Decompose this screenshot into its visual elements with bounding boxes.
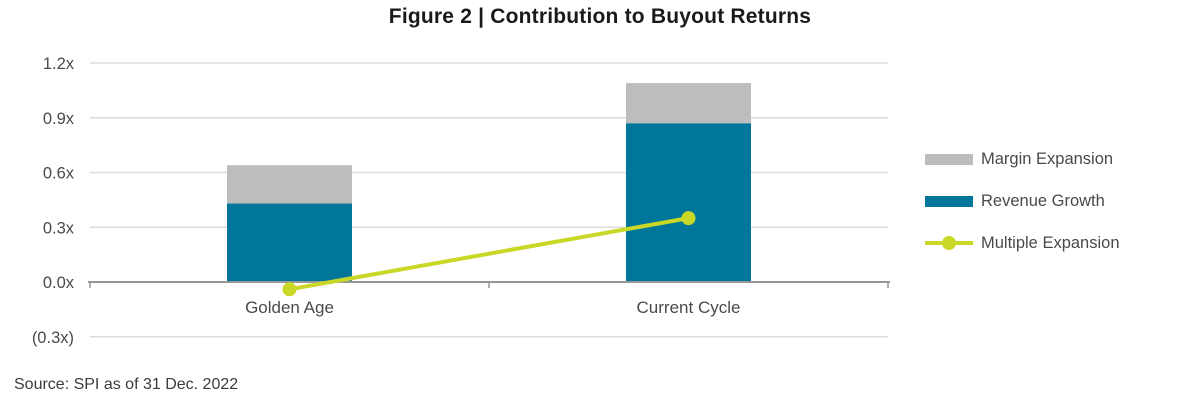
x-category-label: Current Cycle: [637, 298, 741, 317]
y-axis-tick-label: 0.3x: [43, 219, 75, 237]
y-axis-tick-label: (0.3x): [32, 329, 74, 347]
multiple-expansion-point: [681, 211, 696, 226]
bar-segment-revenue-growth: [626, 123, 751, 282]
x-category-label: Golden Age: [245, 298, 334, 317]
legend-item-multiple-expansion: Multiple Expansion: [925, 228, 1120, 258]
chart-title: Figure 2 | Contribution to Buyout Return…: [388, 5, 812, 28]
legend-label-multiple-expansion: Multiple Expansion: [981, 233, 1120, 252]
bar-segment-revenue-growth: [227, 203, 352, 282]
legend-item-revenue-growth: Revenue Growth: [925, 186, 1120, 216]
y-axis-tick-label: 0.0x: [43, 274, 75, 292]
source-note: Source: SPI as of 31 Dec. 2022: [14, 376, 239, 393]
legend-line-dot-icon: [942, 236, 956, 250]
legend-label-margin-expansion: Margin Expansion: [981, 149, 1114, 168]
multiple-expansion-line: [289, 216, 689, 292]
multiple-expansion-point: [282, 282, 297, 297]
legend-label-revenue-growth: Revenue Growth: [981, 191, 1105, 210]
bar-segment-margin-expansion: [626, 83, 751, 124]
legend-swatch-multiple-expansion-icon: [925, 236, 973, 251]
bar-segment-margin-expansion: [227, 165, 352, 204]
y-axis-tick-label: 1.2x: [43, 55, 75, 73]
y-axis-tick-label: 0.9x: [43, 110, 75, 128]
legend-swatch-margin-expansion-icon: [925, 153, 973, 165]
legend-swatch-revenue-growth-icon: [925, 195, 973, 207]
legend: Margin Expansion Revenue Growth Multiple…: [925, 144, 1120, 270]
y-axis-tick-label: 0.6x: [43, 165, 75, 183]
legend-item-margin-expansion: Margin Expansion: [925, 144, 1120, 174]
